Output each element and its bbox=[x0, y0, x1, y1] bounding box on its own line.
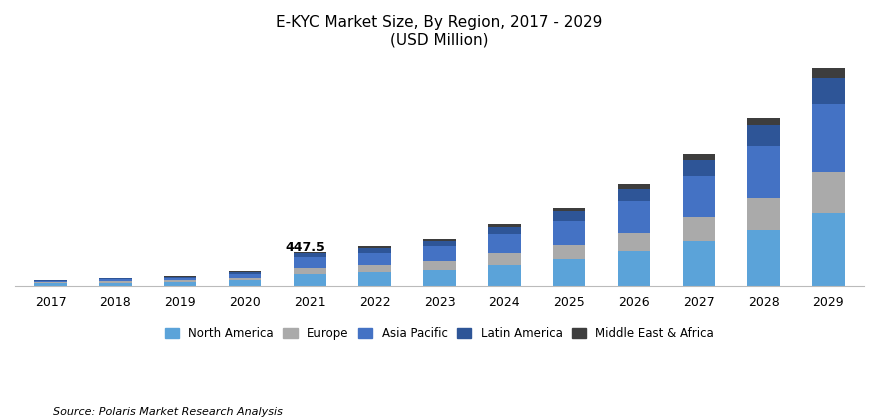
Bar bbox=[293, 257, 326, 268]
Bar bbox=[164, 278, 197, 280]
Bar bbox=[164, 277, 197, 278]
Title: E-KYC Market Size, By Region, 2017 - 2029
(USD Million): E-KYC Market Size, By Region, 2017 - 202… bbox=[276, 15, 602, 47]
Bar bbox=[423, 261, 455, 269]
Bar bbox=[34, 282, 67, 283]
Bar bbox=[423, 238, 455, 241]
Bar bbox=[681, 154, 714, 160]
Bar bbox=[617, 184, 650, 189]
Bar bbox=[423, 269, 455, 286]
Bar bbox=[617, 233, 650, 251]
Bar bbox=[487, 253, 520, 264]
Bar bbox=[164, 276, 197, 277]
Text: 447.5: 447.5 bbox=[285, 241, 325, 253]
Bar bbox=[552, 259, 585, 286]
Bar bbox=[99, 279, 132, 282]
Bar bbox=[552, 208, 585, 211]
Bar bbox=[617, 201, 650, 233]
Bar bbox=[681, 241, 714, 286]
Bar bbox=[552, 245, 585, 259]
Bar bbox=[358, 265, 391, 272]
Bar bbox=[34, 280, 67, 281]
Bar bbox=[34, 279, 67, 280]
Bar bbox=[293, 274, 326, 286]
Bar bbox=[164, 280, 197, 282]
Bar bbox=[487, 224, 520, 227]
Bar bbox=[358, 272, 391, 286]
Bar bbox=[228, 280, 261, 286]
Bar bbox=[99, 278, 132, 279]
Bar bbox=[487, 264, 520, 286]
Legend: North America, Europe, Asia Pacific, Latin America, Middle East & Africa: North America, Europe, Asia Pacific, Lat… bbox=[160, 322, 718, 345]
Bar bbox=[228, 271, 261, 272]
Bar bbox=[681, 217, 714, 241]
Bar bbox=[746, 146, 779, 198]
Bar bbox=[358, 248, 391, 253]
Bar bbox=[746, 198, 779, 230]
Bar bbox=[423, 246, 455, 261]
Bar bbox=[681, 160, 714, 176]
Bar bbox=[487, 227, 520, 234]
Bar bbox=[99, 282, 132, 286]
Bar bbox=[811, 172, 844, 213]
Bar bbox=[358, 246, 391, 248]
Bar bbox=[228, 277, 261, 280]
Bar bbox=[228, 274, 261, 277]
Bar bbox=[811, 104, 844, 172]
Bar bbox=[746, 125, 779, 146]
Bar bbox=[34, 281, 67, 282]
Bar bbox=[228, 272, 261, 274]
Bar bbox=[293, 252, 326, 253]
Bar bbox=[617, 251, 650, 286]
Bar bbox=[164, 282, 197, 286]
Text: Source: Polaris Market Research Analysis: Source: Polaris Market Research Analysis bbox=[53, 407, 283, 417]
Bar bbox=[617, 189, 650, 201]
Bar bbox=[552, 221, 585, 245]
Bar bbox=[681, 176, 714, 217]
Bar bbox=[423, 241, 455, 246]
Bar bbox=[746, 118, 779, 125]
Bar bbox=[34, 283, 67, 286]
Bar bbox=[746, 230, 779, 286]
Bar bbox=[487, 234, 520, 253]
Bar bbox=[552, 211, 585, 221]
Bar bbox=[293, 268, 326, 274]
Bar bbox=[811, 78, 844, 104]
Bar bbox=[811, 68, 844, 78]
Bar bbox=[358, 253, 391, 265]
Bar bbox=[811, 213, 844, 286]
Bar bbox=[293, 253, 326, 257]
